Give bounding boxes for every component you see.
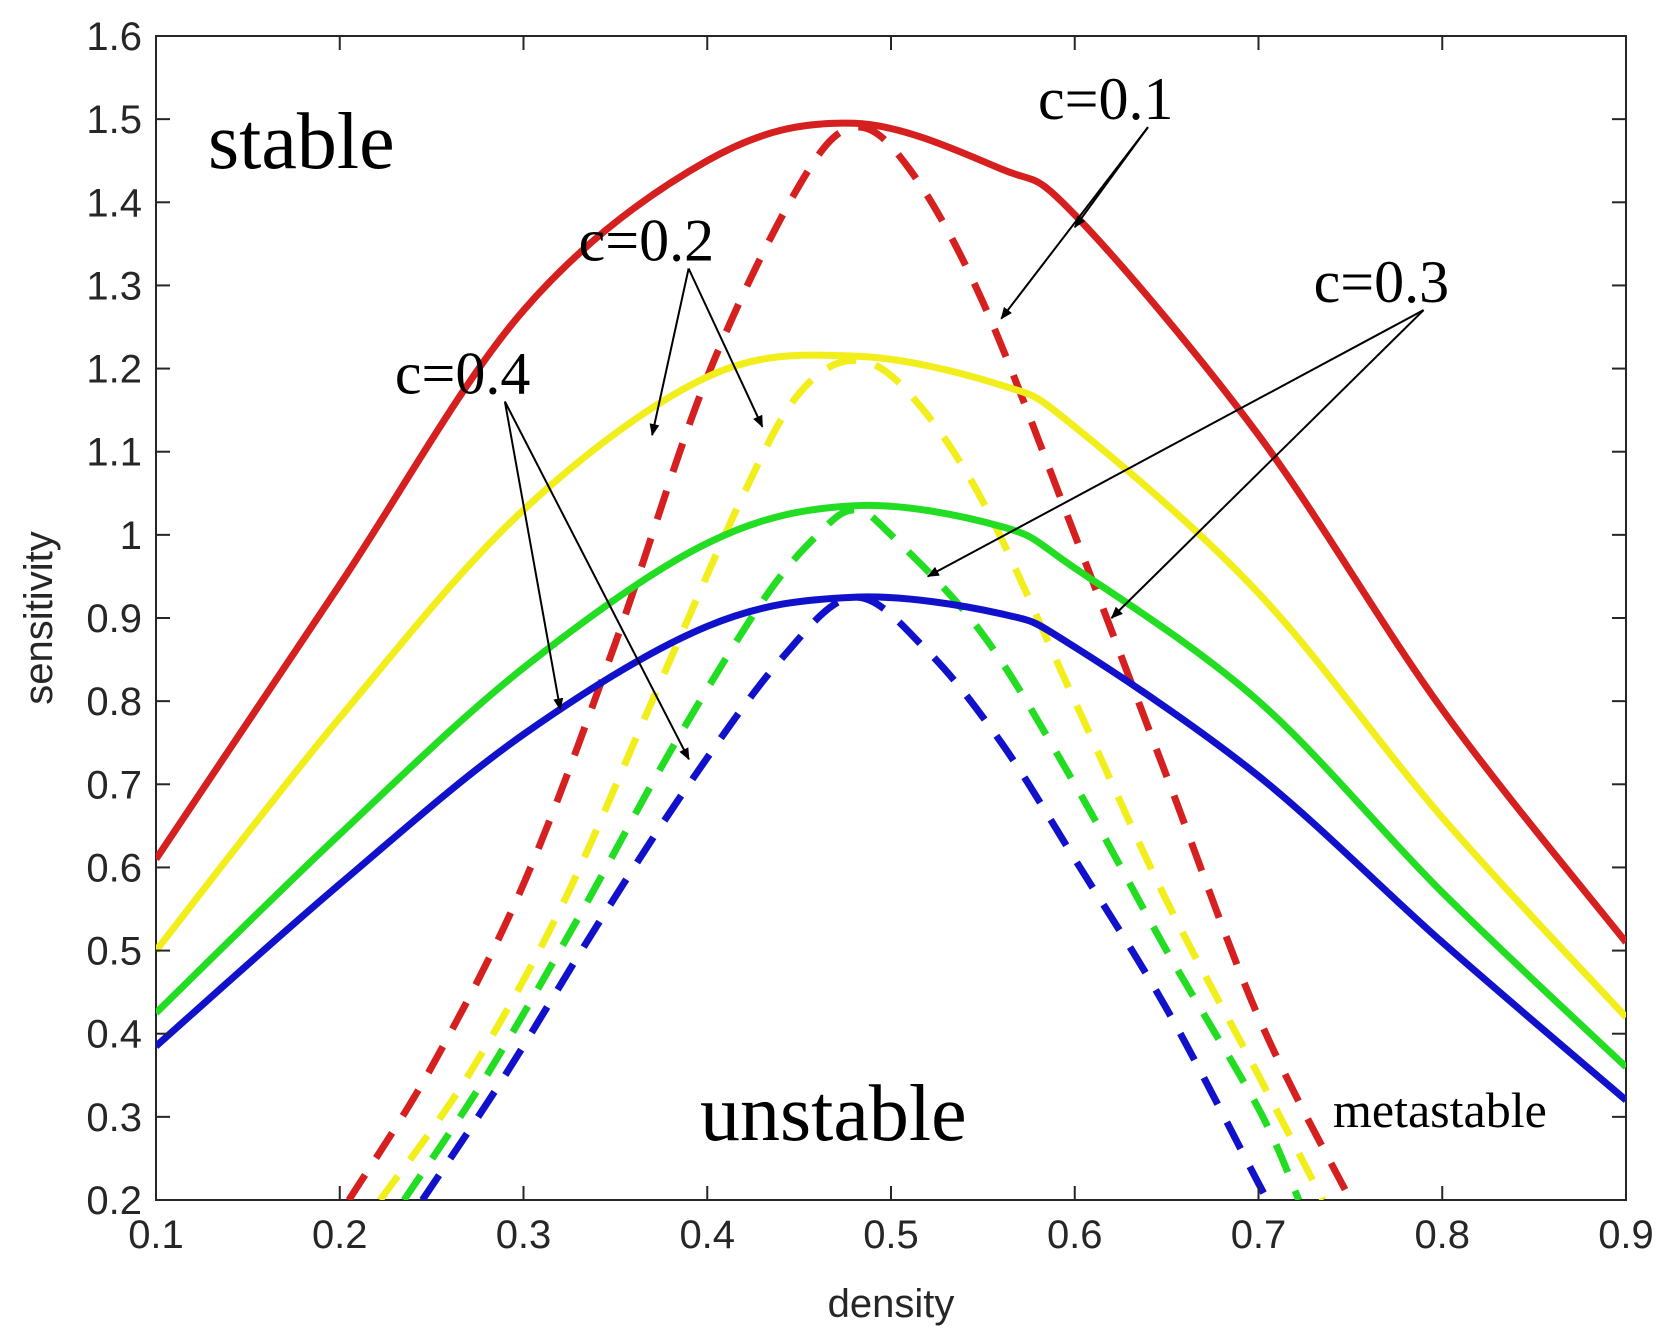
x-tick-label: 0.9 <box>1598 1213 1654 1257</box>
y-tick-label: 0.9 <box>86 597 142 641</box>
y-tick-label: 1.2 <box>86 348 142 392</box>
annotation-label-c-0-4: c=0.4 <box>395 341 530 407</box>
spinodal-curve-c-0-3 <box>401 506 1303 1200</box>
y-tick-label: 0.3 <box>86 1096 142 1140</box>
spinodal-curve-c-0-2 <box>377 356 1326 1200</box>
annotation-arrow-c-0-2 <box>687 268 764 428</box>
annotation-arrow-c-0-2 <box>649 268 690 437</box>
unstable-region-label: unstable <box>700 1070 967 1158</box>
stable-region-label: stable <box>208 98 395 186</box>
y-tick-label: 0.8 <box>86 680 142 724</box>
x-tick-label: 0.6 <box>1047 1213 1103 1257</box>
x-tick-label: 0.3 <box>496 1213 552 1257</box>
y-tick-label: 0.2 <box>86 1179 142 1223</box>
y-tick-label: 1.6 <box>86 15 142 59</box>
curves-group <box>156 119 1626 1200</box>
neutral-curve-c-0-3 <box>156 501 1626 1070</box>
x-tick-label: 0.7 <box>1231 1213 1287 1257</box>
neutral-curve-c-0-1 <box>156 119 1626 945</box>
y-axis-label: sensitivity <box>17 531 61 704</box>
metastable-region-label: metastable <box>1333 1082 1547 1138</box>
y-tick-label: 1.1 <box>86 431 142 475</box>
annotation-arrow-c-0-3 <box>1110 309 1425 619</box>
annotation-label-c-0-1: c=0.1 <box>1038 66 1173 132</box>
ticks-group: 0.1 0.2 0.3 0.4 0.5 0.6 0.7 0.8 0.90.20.30.40.50… <box>86 15 1653 1257</box>
x-tick-label: 0.8 <box>1414 1213 1470 1257</box>
x-tick-label: 0.1 <box>128 1213 184 1257</box>
annotation-arrow-c-0-4 <box>503 401 564 711</box>
spinodal-curve-c-0-4 <box>419 593 1272 1200</box>
y-tick-label: 0.6 <box>86 846 142 890</box>
annotation-arrow-c-0-1 <box>1000 126 1149 320</box>
y-tick-label: 1.3 <box>86 264 142 308</box>
neutral-curve-c-0-4 <box>156 593 1626 1103</box>
plot-area <box>155 35 1627 1201</box>
annotations-group: c=0.1 c=0.2 c=0.3 c=0.4 <box>395 66 1449 761</box>
y-tick-label: 0.4 <box>86 1013 142 1057</box>
x-tick-label: 0.5 <box>863 1213 919 1257</box>
x-axis-label: density <box>828 1282 955 1326</box>
annotation-arrow-c-0-3 <box>926 309 1425 578</box>
plot-frame <box>155 35 1627 1201</box>
annotation-label-c-0-3: c=0.3 <box>1314 249 1449 315</box>
y-tick-label: 1.4 <box>86 181 142 225</box>
y-tick-label: 0.7 <box>86 763 142 807</box>
x-tick-label: 0.4 <box>679 1213 735 1257</box>
neutral-curve-c-0-2 <box>156 351 1626 1020</box>
spinodal-curve-c-0-1 <box>345 123 1354 1200</box>
annotation-label-c-0-2: c=0.2 <box>579 207 714 273</box>
y-tick-label: 1.5 <box>86 98 142 142</box>
x-tick-label: 0.2 <box>312 1213 368 1257</box>
y-tick-label: 0.5 <box>86 930 142 974</box>
y-tick-label: 1 <box>120 514 142 558</box>
annotation-arrow-c-0-4 <box>503 401 690 761</box>
